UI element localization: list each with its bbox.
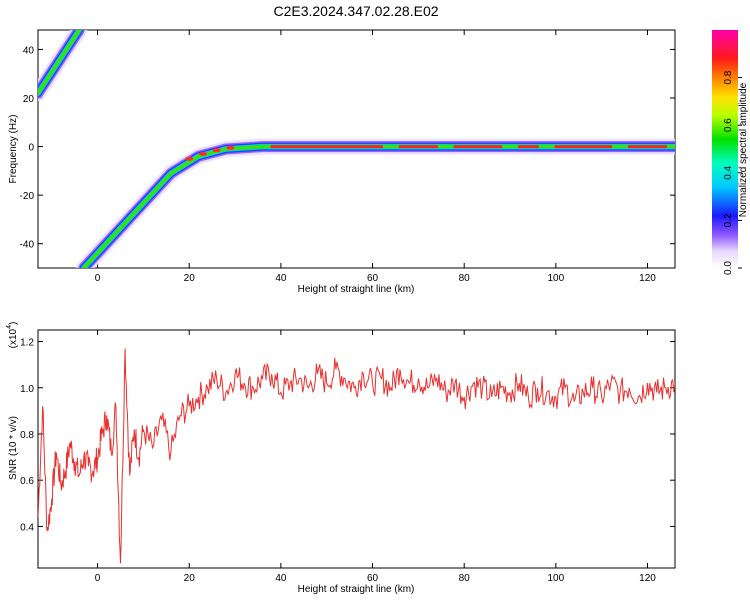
colorbar: 0.0 0.2 0.4 0.6 0.8 Normalized spectral ampl… [712, 30, 749, 275]
snr-series-line [38, 348, 675, 564]
x-tick-label: 120 [639, 573, 656, 584]
y-tick-label: 0 [28, 143, 34, 154]
x-tick-label: 120 [639, 273, 656, 284]
spectrogram-ridges [38, 30, 675, 268]
exponent-close: ) [8, 322, 19, 325]
snr-x-axis-label: Height of straight line (km) [298, 584, 415, 595]
x-tick-label: 100 [548, 273, 565, 284]
chart-title: C2E3.2024.347.02.28.E02 [273, 3, 438, 19]
ridge-peak [212, 148, 221, 153]
spectrogram-y-axis-label: Frequency (Hz) [8, 115, 19, 184]
snr-y-axis-label: SNR (10 * v/v) [8, 416, 19, 480]
x-tick-label: 20 [184, 273, 196, 284]
y-tick-label: 0.8 [20, 430, 34, 441]
ridge-band [38, 30, 81, 95]
colorbar-tick-label: 0.4 [723, 165, 734, 179]
y-tick-label: -40 [20, 240, 35, 251]
colorbar-ticks: 0.0 0.2 0.4 0.6 0.8 [723, 70, 742, 275]
snr-plot-area [37, 329, 676, 569]
x-tick-label: 40 [275, 573, 287, 584]
x-tick-label: 60 [367, 573, 379, 584]
y-tick-label: 0.4 [20, 522, 34, 533]
x-tick-label: 60 [367, 273, 379, 284]
x-tick-label: 80 [459, 573, 471, 584]
snr-line-group [38, 348, 675, 564]
colorbar-label: Normalized spectral amplitude [738, 82, 749, 217]
y-tick-label: 20 [23, 94, 35, 105]
snr-panel: 0 20 40 60 80 100 120 0.4 0.6 0.8 1.0 1.2 Height of… [6, 322, 676, 595]
ridge-peak [226, 145, 235, 150]
y-tick-label: -20 [20, 191, 35, 202]
y-tick-label: 0.6 [20, 476, 34, 487]
colorbar-tick-label: 0.6 [723, 118, 734, 132]
x-tick-label: 100 [548, 573, 565, 584]
x-tick-label: 20 [184, 573, 196, 584]
x-tick-label: 0 [95, 573, 101, 584]
spectrogram-x-axis-label: Height of straight line (km) [298, 284, 415, 295]
svg-text:(x104): (x104) [6, 322, 19, 349]
colorbar-gradient [712, 30, 738, 268]
snr-exponent-label: (x104) [6, 322, 19, 349]
snr-series [38, 348, 675, 564]
y-tick-label: 40 [23, 45, 35, 56]
spectrogram-panel: 0 20 40 60 80 100 120 -40 -20 0 20 40 Height of str… [8, 29, 676, 295]
ridge-peak [198, 151, 207, 156]
y-tick-label: 1.2 [20, 338, 34, 349]
exponent-base: (x10 [8, 328, 19, 348]
x-tick-label: 80 [459, 273, 471, 284]
exponent-sup: 4 [6, 325, 13, 329]
snr-ticks: 0 20 40 60 80 100 120 0.4 0.6 0.8 1.0 1.2 [20, 330, 675, 584]
x-tick-label: 40 [275, 273, 287, 284]
ridge-peak [185, 156, 194, 161]
y-tick-label: 1.0 [20, 384, 34, 395]
spectrogram-ticks: 0 20 40 60 80 100 120 -40 -20 0 20 40 [20, 30, 675, 284]
ridge-group [38, 30, 675, 268]
colorbar-tick-label: 0.0 [723, 261, 734, 275]
colorbar-tick-label: 0.8 [723, 70, 734, 84]
x-tick-label: 0 [95, 273, 101, 284]
colorbar-tick-label: 0.2 [723, 213, 734, 227]
